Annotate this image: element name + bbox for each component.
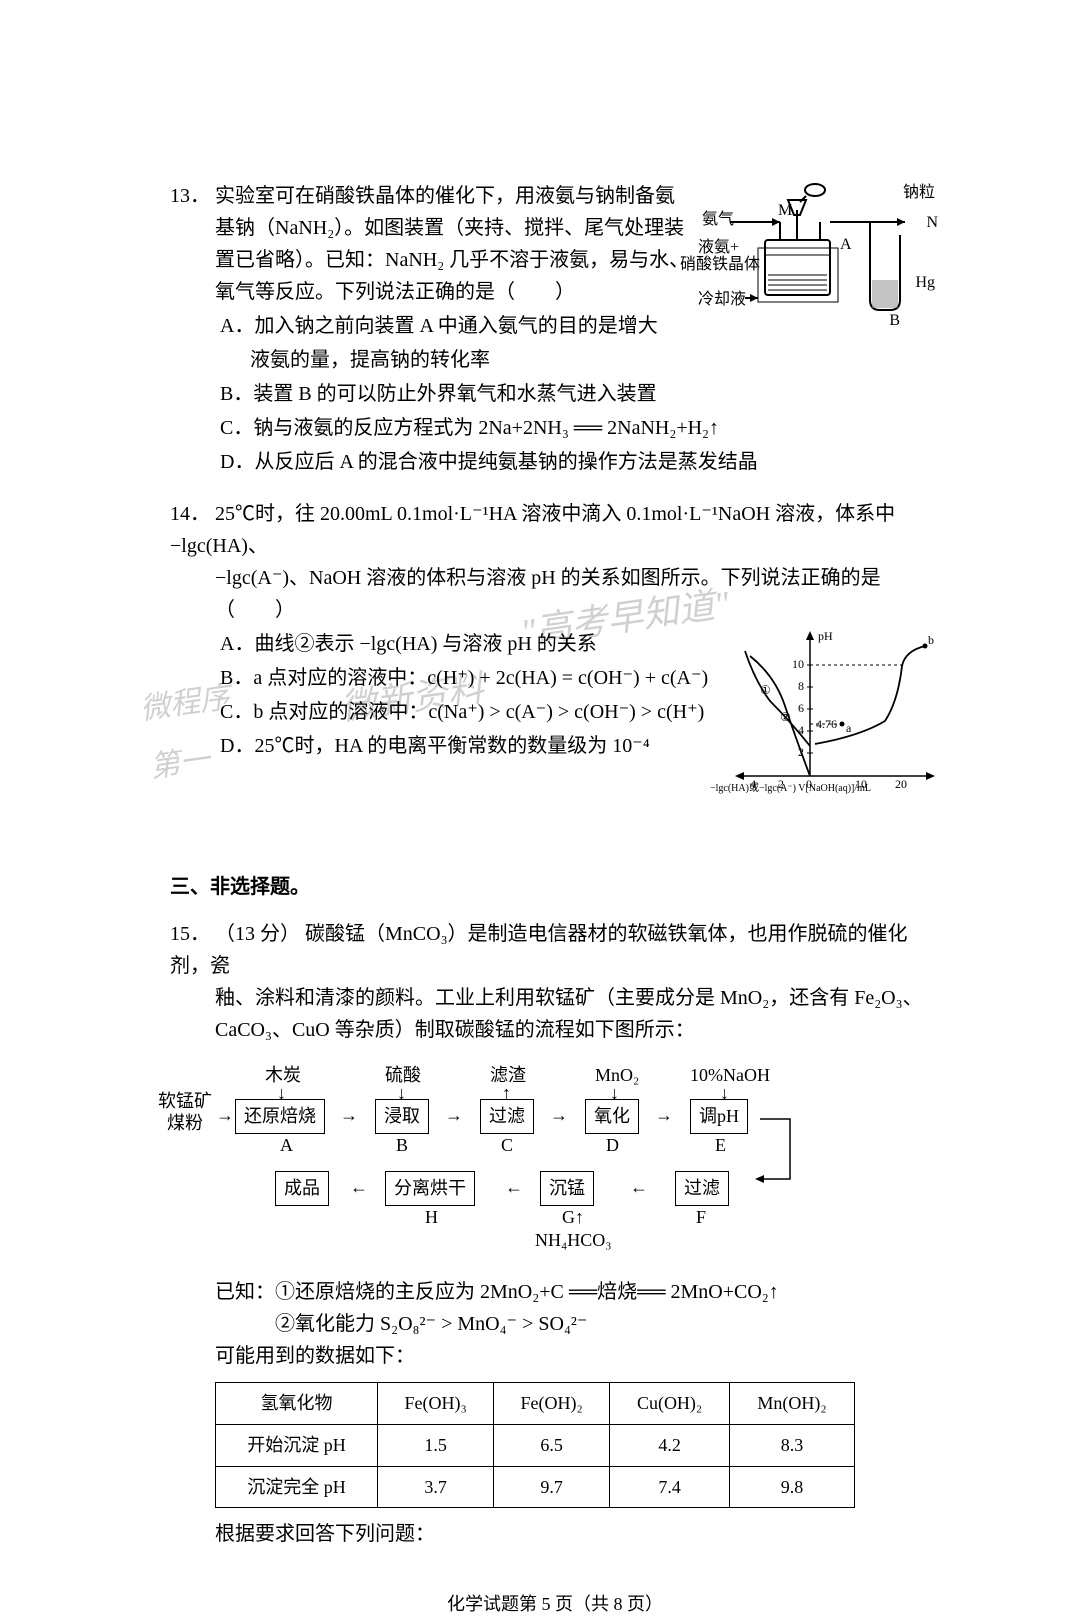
table-row: 氢氧化物 Fe(OH)₃ Fe(OH)₂ Cu(OH)₂ Mn(OH)₂ xyxy=(216,1383,855,1425)
svg-text:①: ① xyxy=(760,683,771,697)
page-footer: 化学试题第 5 页（共 8 页） xyxy=(170,1590,940,1619)
q14-stem: 25℃时，往 20.00mL 0.1mol·L⁻¹HA 溶液中滴入 0.1mol… xyxy=(170,503,895,557)
q15-points: （13 分） xyxy=(215,923,300,945)
label-b: B xyxy=(889,308,900,334)
q15-prompt: 根据要求回答下列问题： xyxy=(170,1518,940,1550)
question-13: 钠粒 M N 氨气 液氨+ 硝酸铁晶体 冷却液 A Hg B 13． 实验室可在… xyxy=(170,180,940,478)
flow-box: 还原焙烧 xyxy=(235,1099,325,1134)
flow-box: 沉锰 xyxy=(540,1171,594,1206)
q13-option-a: 液氨的量，提高钠的转化率 xyxy=(170,344,940,376)
label-coolant: 冷却液 xyxy=(698,287,746,313)
table-header: Fe(OH)₃ xyxy=(378,1383,494,1425)
flow-letter: F xyxy=(696,1203,706,1232)
titration-graph: 2 4 6 8 10 4 2 0 10 20 a b 4.7 xyxy=(730,626,940,796)
table-cell: 9.7 xyxy=(494,1466,610,1508)
q13-option-d: D．从反应后 A 的混合液中提纯氨基钠的操作方法是蒸发结晶 xyxy=(170,446,940,478)
q14-stem: −lgc(A⁻)、NaOH 溶液的体积与溶液 pH 的关系如图所示。下列说法正确… xyxy=(170,562,940,626)
flow-box: 调pH xyxy=(690,1099,748,1134)
flow-box: 过滤 xyxy=(675,1171,729,1206)
flow-box: 氧化 xyxy=(585,1099,639,1134)
table-header: Cu(OH)₂ xyxy=(610,1383,730,1425)
label-m: M xyxy=(778,198,792,224)
table-header: Mn(OH)₂ xyxy=(730,1383,855,1425)
section-3-title: 三、非选择题。 xyxy=(170,871,940,903)
label-hg: Hg xyxy=(915,270,935,296)
q15-known: ②氧化能力 S₂O₈²⁻ > MnO₄⁻ > SO₄²⁻ xyxy=(170,1308,940,1340)
q15-stem: CaCO₃、CuO 等杂质）制取碳酸锰的流程如下图所示： xyxy=(170,1014,940,1046)
label-ammonia: 氨气 xyxy=(702,207,734,233)
table-cell: 8.3 xyxy=(730,1424,855,1466)
table-cell: 6.5 xyxy=(494,1424,610,1466)
svg-text:10: 10 xyxy=(792,657,804,671)
q15-number: 15． xyxy=(170,923,210,945)
q15-stem: 釉、涂料和清漆的颜料。工业上利用软锰矿（主要成分是 MnO₂，还含有 Fe₂O₃… xyxy=(170,982,940,1014)
hydroxide-ph-table: 氢氧化物 Fe(OH)₃ Fe(OH)₂ Cu(OH)₂ Mn(OH)₂ 开始沉… xyxy=(215,1382,855,1508)
graph-xlabel: −lgc(HA)或−lgc(A⁻) V[NaOH(aq)]/mL xyxy=(710,781,970,797)
table-cell: 1.5 xyxy=(378,1424,494,1466)
table-cell: 开始沉淀 pH xyxy=(216,1424,378,1466)
svg-text:pH: pH xyxy=(818,629,833,643)
table-row: 开始沉淀 pH 1.5 6.5 4.2 8.3 xyxy=(216,1424,855,1466)
flow-letter: C xyxy=(501,1131,513,1160)
flow-box: 浸取 xyxy=(375,1099,429,1134)
flow-letter: A xyxy=(280,1131,293,1160)
q15-data-intro: 可能用到的数据如下： xyxy=(170,1340,940,1372)
svg-text:②: ② xyxy=(780,710,791,724)
flow-letter: E xyxy=(715,1131,726,1160)
table-cell: 3.7 xyxy=(378,1466,494,1508)
q13-stem: 实验室可在硝酸铁晶体的催化下，用液氨与钠制备氨 xyxy=(215,185,675,207)
flow-box: 分离烘干 xyxy=(385,1171,475,1206)
label-crystal: 硝酸铁晶体 xyxy=(680,252,760,278)
table-row: 沉淀完全 pH 3.7 9.7 7.4 9.8 xyxy=(216,1466,855,1508)
svg-text:a: a xyxy=(846,721,852,735)
svg-text:8: 8 xyxy=(798,679,804,693)
label-a: A xyxy=(840,232,852,258)
q13-option-c: C．钠与液氨的反应方程式为 2Na+2NH₃ ══ 2NaNH₂+H₂↑ xyxy=(170,412,940,444)
flow-input: 软锰矿煤粉 xyxy=(155,1091,215,1134)
flow-letter: B xyxy=(396,1131,408,1160)
label-nagrain: 钠粒 xyxy=(903,180,935,206)
flow-g-input: NH₄HCO₃ xyxy=(535,1226,612,1255)
svg-text:6: 6 xyxy=(798,701,804,715)
flow-letter: H xyxy=(425,1203,438,1232)
process-flowchart: 软锰矿煤粉 木炭 硫酸 滤渣 MnO₂ 10%NaOH ↓ ↓ ↑ ↓ ↓ 还原… xyxy=(210,1061,910,1261)
question-14: 14． 25℃时，往 20.00mL 0.1mol·L⁻¹HA 溶液中滴入 0.… xyxy=(170,498,940,796)
flow-top-label: 10%NaOH xyxy=(690,1061,770,1090)
table-cell: 7.4 xyxy=(610,1466,730,1508)
flow-box: 过滤 xyxy=(480,1099,534,1134)
flow-letter: D xyxy=(606,1131,619,1160)
table-header: 氢氧化物 xyxy=(216,1383,378,1425)
q14-number: 14． xyxy=(170,503,210,525)
apparatus-figure: 钠粒 M N 氨气 液氨+ 硝酸铁晶体 冷却液 A Hg B xyxy=(710,180,940,330)
label-n: N xyxy=(926,210,938,236)
svg-text:b: b xyxy=(928,633,934,647)
q15-known: 已知：①还原焙烧的主反应为 2MnO₂+C ══焙烧══ 2MnO+CO₂↑ xyxy=(170,1276,940,1308)
table-cell: 沉淀完全 pH xyxy=(216,1466,378,1508)
table-cell: 9.8 xyxy=(730,1466,855,1508)
q13-number: 13． xyxy=(170,185,210,207)
question-15: 15． （13 分） 碳酸锰（MnCO₃）是制造电信器材的软磁铁氧体，也用作脱硫… xyxy=(170,918,940,1550)
table-header: Fe(OH)₂ xyxy=(494,1383,610,1425)
table-cell: 4.2 xyxy=(610,1424,730,1466)
svg-text:4.76: 4.76 xyxy=(816,717,837,731)
flow-box: 成品 xyxy=(275,1171,329,1206)
q13-option-b: B．装置 B 的可以防止外界氧气和水蒸气进入装置 xyxy=(170,378,940,410)
